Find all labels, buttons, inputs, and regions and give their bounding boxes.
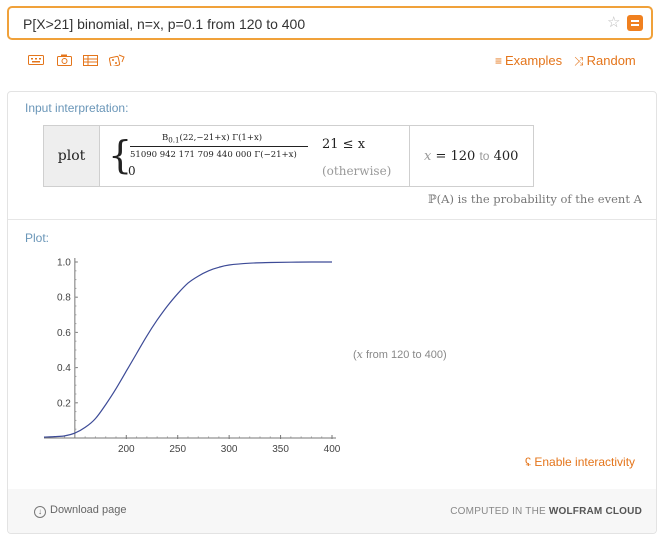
y-tick-label: 1.0 bbox=[57, 258, 71, 269]
y-tick-label: 0.2 bbox=[57, 398, 71, 409]
enable-interactivity-link[interactable]: ʢ Enable interactivity bbox=[525, 455, 635, 469]
numerator-subscript: 0.1 bbox=[168, 135, 180, 145]
range-start: = 120 bbox=[435, 149, 476, 164]
enable-interactivity-label: Enable interactivity bbox=[534, 455, 636, 469]
x-tick-label: 400 bbox=[324, 444, 341, 455]
list-icon: ≡ bbox=[495, 54, 503, 68]
plot-label: Plot: bbox=[25, 231, 50, 245]
panel-footer: ↓ Download page COMPUTED IN THE WOLFRAM C… bbox=[8, 489, 656, 533]
examples-link[interactable]: ≡ Examples bbox=[495, 53, 562, 68]
keyboard-icon[interactable] bbox=[28, 54, 44, 66]
section-divider bbox=[8, 219, 656, 220]
wolfram-cloud-brand: WOLFRAM CLOUD bbox=[548, 506, 642, 517]
x-axis-ticks: 200 250 300 350 400 bbox=[53, 435, 341, 455]
y-tick-label: 0.8 bbox=[57, 293, 71, 304]
piecewise-brace: { bbox=[108, 133, 133, 177]
fraction-numerator: B0.1(22,−21+x) Γ(1+x) bbox=[162, 133, 262, 145]
results-panel: Input interpretation: plot { B0.1(22,−21… bbox=[7, 91, 657, 534]
star-icon[interactable]: ☆ bbox=[607, 14, 621, 31]
fraction-bar bbox=[130, 146, 308, 147]
input-interpretation-table[interactable]: plot { B0.1(22,−21+x) Γ(1+x) 51090 942 1… bbox=[43, 125, 534, 187]
random-dice-icon[interactable] bbox=[109, 54, 125, 66]
x-tick-label: 300 bbox=[221, 444, 238, 455]
condition-otherwise: (otherwise) bbox=[322, 164, 392, 178]
random-link[interactable]: ⤨ Random bbox=[574, 53, 636, 69]
range-cell: x = 120 to 400 bbox=[409, 126, 533, 186]
random-label: Random bbox=[586, 53, 636, 68]
numerator-args: (22,−21+x) Γ(1+x) bbox=[179, 133, 263, 143]
input-interpretation-label: Input interpretation: bbox=[25, 101, 129, 115]
caption-variable: x bbox=[356, 348, 363, 361]
plot-keyword-cell: plot bbox=[44, 126, 100, 186]
computed-credit: COMPUTED IN THE WOLFRAM CLOUD bbox=[450, 506, 642, 517]
plot-chart[interactable]: 200 250 300 350 400 0.2 0.4 0.6 0.8 1.0 bbox=[8, 92, 656, 482]
download-label: Download page bbox=[50, 504, 127, 516]
shuffle-icon: ⤨ bbox=[574, 54, 584, 68]
computed-prefix: COMPUTED IN THE bbox=[450, 506, 546, 517]
download-page-link[interactable]: ↓ Download page bbox=[34, 504, 126, 518]
plot-axes bbox=[44, 258, 336, 439]
y-axis-ticks: 0.2 0.4 0.6 0.8 1.0 bbox=[57, 258, 78, 430]
x-tick-label: 200 bbox=[118, 444, 135, 455]
caption-close-paren: ) bbox=[443, 349, 447, 361]
otherwise-value: 0 bbox=[128, 164, 136, 178]
range-to: to bbox=[479, 149, 490, 163]
interactivity-icon: ʢ bbox=[525, 455, 531, 469]
y-tick-label: 0.4 bbox=[57, 363, 71, 374]
search-bar: ☆ bbox=[7, 6, 653, 40]
plot-range-caption: (x from 120 to 400) bbox=[353, 348, 447, 361]
table-icon[interactable] bbox=[83, 54, 98, 66]
caption-range-text: from 120 to 400 bbox=[362, 349, 443, 361]
condition-first: 21 ≤ x bbox=[322, 137, 366, 152]
x-tick-label: 350 bbox=[272, 444, 289, 455]
range-end: 400 bbox=[493, 149, 519, 164]
y-tick-label: 0.6 bbox=[57, 328, 71, 339]
range-variable: x bbox=[424, 149, 432, 164]
numerator-symbol: B bbox=[162, 133, 169, 143]
camera-icon[interactable] bbox=[57, 54, 72, 66]
caption-open-paren: ( bbox=[353, 349, 357, 361]
download-icon: ↓ bbox=[34, 506, 46, 518]
probability-note: ℙ(A) is the probability of the event A bbox=[428, 192, 642, 206]
examples-label: Examples bbox=[505, 53, 563, 68]
search-input[interactable] bbox=[23, 14, 583, 34]
equals-icon[interactable] bbox=[627, 15, 643, 31]
x-tick-label: 250 bbox=[169, 444, 186, 455]
fraction-denominator: 51090 942 171 709 440 000 Γ(−21+x) bbox=[130, 150, 297, 160]
probability-curve bbox=[43, 261, 332, 438]
